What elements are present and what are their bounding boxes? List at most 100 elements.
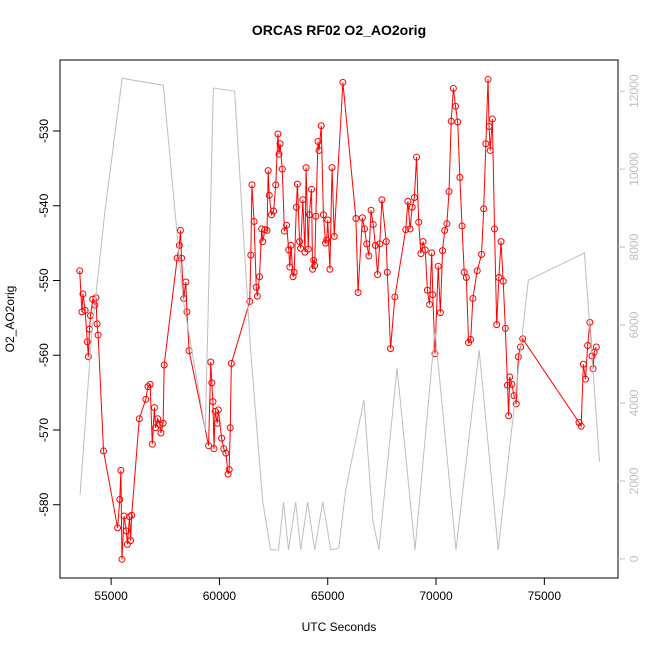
data-point [374, 271, 382, 279]
data-point [315, 146, 323, 154]
data-point [117, 466, 125, 474]
data-point [218, 434, 226, 442]
plot-box [59, 59, 619, 579]
x-tick-label: 55000 [94, 589, 128, 603]
data-point [286, 263, 294, 271]
series-line [79, 77, 601, 551]
data-point [178, 254, 186, 262]
data-point [222, 449, 230, 457]
data-point [339, 78, 347, 86]
data-point [447, 117, 455, 125]
data-point [519, 335, 527, 343]
x-tick-label: 70000 [419, 589, 453, 603]
y2-tick-label: 12000 [627, 74, 641, 108]
data-point [480, 205, 488, 213]
data-point [93, 320, 101, 328]
data-point [469, 294, 477, 302]
data-point [429, 291, 437, 299]
data-point [156, 421, 164, 429]
data-point [504, 381, 512, 389]
data-point [274, 130, 282, 138]
data-point [441, 226, 449, 234]
x-tick-label: 75000 [528, 589, 562, 603]
data-point [127, 537, 135, 545]
data-point [309, 265, 317, 273]
data-point [443, 220, 451, 228]
data-point [363, 240, 371, 248]
data-point [387, 345, 395, 353]
y-axis-label: O2_AO2orig [3, 286, 17, 353]
data-point [319, 211, 327, 219]
data-point [304, 245, 312, 253]
data-point [264, 167, 272, 175]
data-point [462, 274, 470, 282]
data-point [175, 241, 183, 249]
data-point [79, 290, 87, 298]
data-point [227, 359, 235, 367]
data-point [592, 343, 600, 351]
data-point [146, 380, 154, 388]
data-point [157, 429, 165, 437]
data-point [209, 398, 217, 406]
data-point [256, 273, 264, 281]
data-point [205, 442, 213, 450]
data-point [246, 297, 254, 305]
data-point [582, 375, 590, 383]
data-point [508, 380, 516, 388]
data-point [413, 153, 421, 161]
data-point [439, 247, 447, 255]
data-point [417, 250, 425, 258]
data-point [354, 288, 362, 296]
data-point [371, 241, 379, 249]
data-point [283, 221, 291, 229]
data-point [310, 256, 318, 264]
data-point [81, 306, 89, 314]
x-tick-label: 60000 [203, 589, 237, 603]
data-point [499, 277, 507, 285]
y2-tick-label: 4000 [627, 389, 641, 416]
data-point [431, 350, 439, 358]
data-point [135, 415, 143, 423]
data-point [488, 115, 496, 123]
y-tick-label: -550 [37, 268, 51, 292]
data-point [275, 150, 283, 158]
data-point [514, 353, 522, 361]
data-point [296, 238, 304, 246]
data-point [482, 140, 490, 148]
y-tick-label: -570 [37, 418, 51, 442]
data-point [423, 286, 431, 294]
y-tick-label: -580 [37, 492, 51, 516]
x-tick-label: 65000 [311, 589, 345, 603]
data-point [314, 137, 322, 145]
data-point [436, 309, 444, 317]
data-point [365, 252, 373, 260]
data-point [404, 197, 412, 205]
data-point [324, 216, 332, 224]
data-point [485, 123, 493, 131]
data-point [307, 185, 315, 193]
data-point [297, 244, 305, 252]
y-tick-label: -540 [37, 193, 51, 217]
data-point [280, 227, 288, 235]
data-point [369, 220, 377, 228]
data-point [426, 300, 434, 308]
data-point [486, 146, 494, 154]
data-point [454, 118, 462, 126]
data-point [358, 214, 366, 222]
data-point [148, 440, 156, 448]
data-point [577, 422, 585, 430]
data-point [484, 75, 492, 83]
data-point [478, 250, 486, 258]
data-point [248, 181, 256, 189]
data-point [118, 555, 126, 563]
data-point [410, 194, 418, 202]
data-point [445, 188, 453, 196]
data-point [122, 527, 130, 535]
data-point [330, 232, 338, 240]
data-point [391, 293, 399, 301]
data-point [376, 240, 384, 248]
data-point [305, 211, 313, 219]
data-point [292, 203, 300, 211]
data-point [128, 511, 136, 519]
data-point [367, 206, 375, 214]
